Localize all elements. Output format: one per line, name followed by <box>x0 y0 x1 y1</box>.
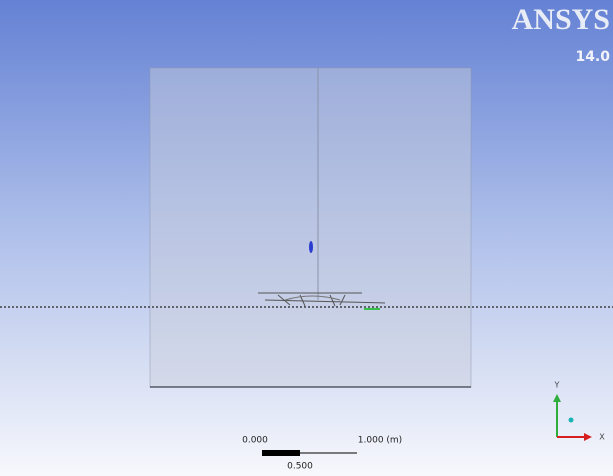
graphics-window: ANSYS 14.0 0.000 1.000 (m) 0.500 Y X <box>0 0 613 476</box>
axis-label: Y <box>554 381 560 390</box>
scale-label: 1.000 (m) <box>358 436 402 446</box>
scale-label: 0.000 <box>242 436 268 446</box>
viewport: ANSYS 14.0 0.000 1.000 (m) 0.500 Y X <box>0 0 613 476</box>
scale-label: 0.500 <box>287 462 313 472</box>
version: 14.0 <box>575 49 610 65</box>
scale-bar <box>262 450 300 456</box>
marker <box>309 241 313 253</box>
fluid-domain <box>150 68 471 387</box>
brand-logo: ANSYS <box>512 3 610 36</box>
axis-label: X <box>599 433 605 442</box>
